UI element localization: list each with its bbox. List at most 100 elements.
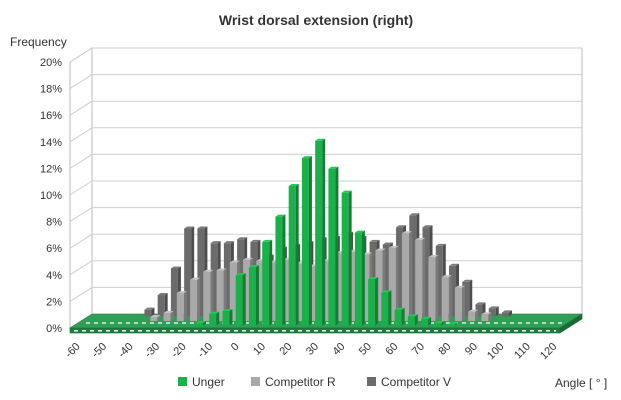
legend-label: Competitor R <box>265 375 336 389</box>
legend-item: Competitor R <box>251 375 336 389</box>
bar-front <box>454 287 462 321</box>
bar-top <box>203 269 214 272</box>
grid-line-side <box>69 127 93 143</box>
bar-side <box>157 315 161 321</box>
y-tick-label: 4% <box>46 270 62 282</box>
bar-side <box>348 190 352 326</box>
bar-top <box>163 311 174 314</box>
y-tick-label: 20% <box>40 57 62 69</box>
bar-top <box>435 243 446 246</box>
bar-front <box>462 281 470 317</box>
y-tick-label: 10% <box>40 190 62 202</box>
bar-front <box>348 251 356 321</box>
bar-top <box>375 248 386 251</box>
grid-line-side <box>69 74 93 90</box>
bar-front <box>422 227 430 317</box>
bar <box>434 321 445 326</box>
bar-front <box>216 270 224 321</box>
bar <box>328 166 339 326</box>
bar-front <box>157 295 165 317</box>
grid-line-side <box>69 286 93 302</box>
bar-front <box>275 216 283 326</box>
bar-top <box>235 273 246 276</box>
bar <box>415 237 426 321</box>
bar-top <box>223 241 234 244</box>
bar-side <box>388 290 392 326</box>
y-axis-ticks: 0% 2% 4% 6% 8% 10% 12% 14% 16% 18% 20% <box>40 57 62 335</box>
bar-front <box>447 324 455 326</box>
bar-side <box>361 230 365 326</box>
bar-front <box>354 232 362 326</box>
bar-side <box>223 268 227 321</box>
bar-side <box>229 309 233 326</box>
chart-title: Wrist dorsal extension (right) <box>219 12 413 28</box>
bar-top <box>462 279 473 282</box>
bar-side <box>335 166 339 326</box>
x-tick-label: 100 <box>485 341 506 362</box>
bar <box>235 273 246 326</box>
bar-top <box>401 231 412 234</box>
x-tick-label: 60 <box>383 341 400 358</box>
grid-line-side <box>69 100 93 116</box>
y-tick-label: 16% <box>40 110 62 122</box>
bar-front <box>468 311 476 321</box>
bar-top <box>415 237 426 240</box>
bar <box>216 268 227 321</box>
bar-front <box>382 244 390 317</box>
bar-front <box>322 261 330 321</box>
bar-front <box>150 317 158 321</box>
bar-front <box>421 319 429 326</box>
bar-side <box>183 291 187 321</box>
bar <box>447 322 458 326</box>
bar-front <box>435 245 443 317</box>
bar-top <box>341 190 352 193</box>
bar <box>441 275 452 321</box>
bar <box>394 307 405 326</box>
bar-side <box>322 138 326 326</box>
bar <box>401 231 412 321</box>
y-tick-label: 6% <box>46 243 62 255</box>
bar-front <box>415 239 423 321</box>
bar-side <box>435 255 439 321</box>
bar <box>462 279 473 317</box>
bar-front <box>229 262 237 321</box>
bar-top <box>428 255 439 258</box>
bar-side <box>151 307 155 317</box>
bars <box>144 138 512 326</box>
bar-top <box>382 242 393 245</box>
bar <box>368 277 379 326</box>
bar <box>222 309 233 326</box>
bar-front <box>335 253 343 321</box>
bar <box>381 290 392 326</box>
bar <box>248 265 259 326</box>
bar-side <box>508 310 512 317</box>
bar-top <box>237 237 248 240</box>
bar-side <box>170 311 174 321</box>
bar-top <box>488 306 499 309</box>
x-tick-label: -50 <box>89 341 109 361</box>
bar-front <box>223 243 231 317</box>
bar-top <box>250 239 261 242</box>
bar-top <box>368 277 379 280</box>
bar-front <box>381 292 389 326</box>
x-axis-label: Angle [ ° ] <box>555 376 607 390</box>
bar-front <box>235 275 243 326</box>
bar-front <box>301 158 309 326</box>
legend-label: Unger <box>192 375 225 389</box>
legend: Unger Competitor R Competitor V <box>178 375 451 389</box>
bar <box>341 190 352 326</box>
bar-top <box>209 311 220 314</box>
grid-line-side <box>69 233 93 249</box>
bar-side <box>164 293 168 317</box>
bar-top <box>222 309 233 312</box>
y-tick-label: 14% <box>40 137 62 149</box>
bar-side <box>216 311 220 326</box>
x-tick-label: 110 <box>512 341 533 362</box>
bar-front <box>222 311 230 326</box>
bar-front <box>388 247 396 321</box>
bar-top <box>449 263 460 266</box>
bar-top <box>144 307 155 310</box>
bar-side <box>454 322 458 326</box>
y-tick-label: 18% <box>40 84 62 96</box>
